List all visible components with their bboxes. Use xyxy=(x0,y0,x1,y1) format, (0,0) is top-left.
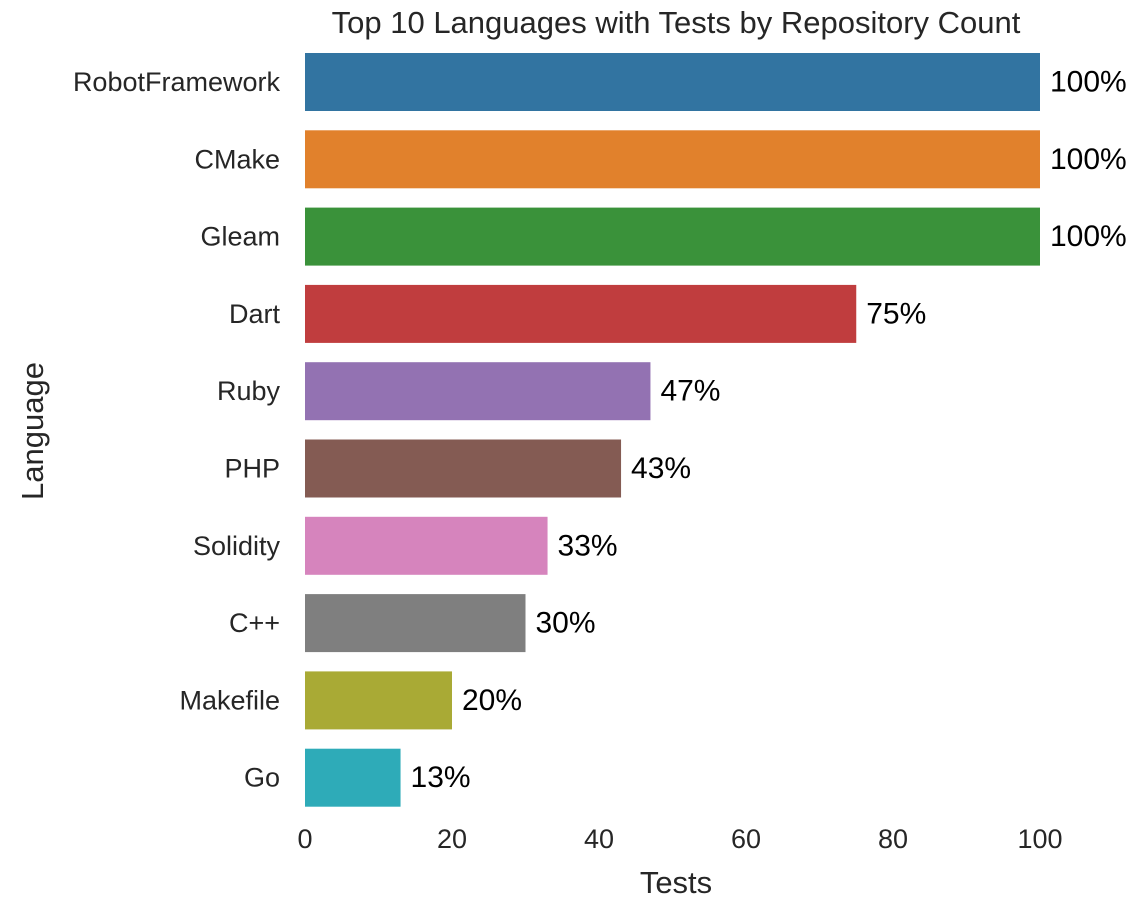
x-axis-label: Tests xyxy=(640,865,712,900)
x-tick-label-40: 40 xyxy=(584,824,614,854)
data-label-go: 13% xyxy=(411,761,471,794)
data-label-php: 43% xyxy=(631,452,691,485)
x-tick-label-80: 80 xyxy=(878,824,908,854)
data-labels: 100% 100% 100% 75% 47% 43% 33% 30% 20% 13% xyxy=(411,66,1127,795)
y-axis-label: Language xyxy=(15,362,50,500)
bars-group xyxy=(305,53,1040,807)
y-tick-label-go: Go xyxy=(244,763,280,793)
bar-go xyxy=(305,748,401,807)
y-tick-label-php: PHP xyxy=(224,454,280,484)
x-tick-labels: 0 20 40 60 80 100 xyxy=(297,824,1062,854)
data-label-robotframework: 100% xyxy=(1050,66,1127,99)
y-tick-label-ruby: Ruby xyxy=(217,376,281,406)
data-label-dart: 75% xyxy=(866,297,926,330)
bar-php xyxy=(305,439,622,498)
x-tick-label-20: 20 xyxy=(437,824,467,854)
y-tick-labels: RobotFramework CMake Gleam Dart Ruby PHP Solid… xyxy=(73,67,281,793)
y-tick-label-gleam: Gleam xyxy=(200,222,280,252)
bar-solidity xyxy=(305,516,548,575)
bar-dart xyxy=(305,284,857,343)
bar-ruby xyxy=(305,362,651,421)
chart-title: Top 10 Languages with Tests by Repositor… xyxy=(332,5,1021,40)
data-label-cmake: 100% xyxy=(1050,143,1127,176)
bar-robotframework xyxy=(305,53,1040,111)
x-tick-label-100: 100 xyxy=(1017,824,1062,854)
bar-gleam xyxy=(305,207,1040,266)
x-tick-label-0: 0 xyxy=(297,824,312,854)
y-tick-label-robotframework: RobotFramework xyxy=(73,67,281,97)
data-label-solidity: 33% xyxy=(558,529,618,562)
data-label-makefile: 20% xyxy=(462,684,522,717)
bar-makefile xyxy=(305,671,452,730)
y-tick-label-makefile: Makefile xyxy=(179,685,280,715)
data-label-cplusplus: 30% xyxy=(536,607,596,640)
data-label-ruby: 47% xyxy=(660,375,720,408)
data-label-gleam: 100% xyxy=(1050,220,1127,253)
bar-cplusplus xyxy=(305,594,526,653)
y-tick-label-cmake: CMake xyxy=(194,144,280,174)
bar-cmake xyxy=(305,130,1040,189)
y-tick-label-cplusplus: C++ xyxy=(229,608,280,638)
y-tick-label-dart: Dart xyxy=(229,299,281,329)
x-tick-label-60: 60 xyxy=(731,824,761,854)
y-tick-label-solidity: Solidity xyxy=(193,531,281,561)
